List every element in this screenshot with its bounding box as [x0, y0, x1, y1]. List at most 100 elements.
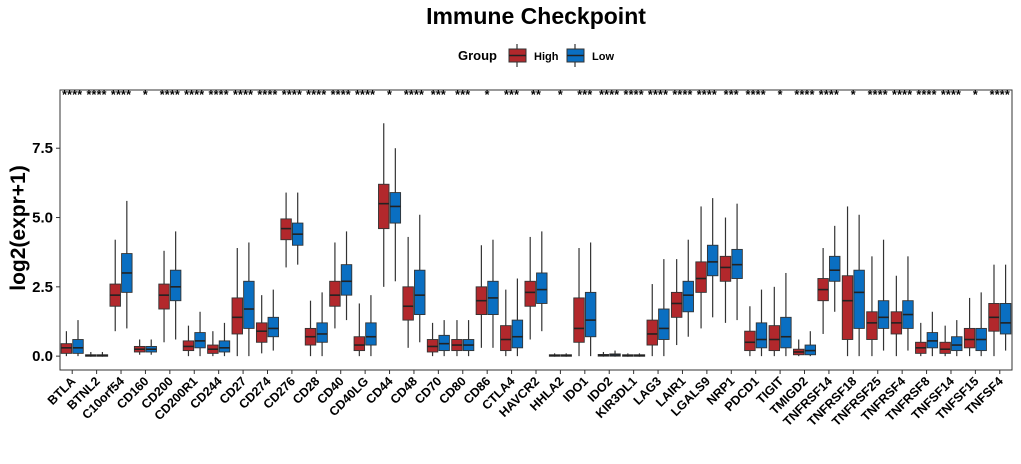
- box-body: [682, 280, 694, 313]
- box-body: [511, 319, 524, 349]
- significance-label: ****: [990, 88, 1010, 102]
- box-low: [316, 292, 328, 357]
- significance-label: ****: [916, 88, 936, 102]
- box-body: [169, 269, 182, 302]
- box-high: [768, 286, 781, 357]
- legend-key-high: [508, 44, 527, 67]
- box-high: [817, 248, 829, 334]
- box-low: [121, 200, 133, 329]
- box-body: [316, 322, 328, 343]
- box-low: [536, 231, 548, 332]
- box-high: [866, 256, 878, 357]
- box-high: [695, 206, 707, 329]
- box-high: [793, 339, 805, 357]
- box-body: [719, 255, 732, 282]
- box-body: [866, 311, 878, 340]
- significance-label: ****: [62, 88, 82, 102]
- box-high: [719, 217, 732, 323]
- box-high: [451, 320, 463, 357]
- box-body: [755, 322, 768, 349]
- box-low: [243, 242, 255, 357]
- x-tick-label: CD80: [436, 374, 469, 407]
- box-low: [951, 320, 963, 357]
- box-body: [670, 291, 683, 318]
- box-low: [804, 331, 817, 357]
- box-high: [744, 306, 756, 357]
- box-body: [853, 269, 865, 329]
- box-low: [999, 264, 1012, 351]
- y-tick-label: 0.0: [32, 348, 53, 365]
- significance-label: *: [778, 88, 783, 102]
- box-low: [658, 259, 670, 357]
- box-high: [500, 289, 512, 357]
- box-body: [744, 330, 756, 352]
- x-tick-label: IDO1: [560, 374, 591, 405]
- box-high: [597, 351, 610, 357]
- box-low: [194, 311, 206, 357]
- box-body: [72, 339, 84, 354]
- box-high: [939, 325, 951, 357]
- significance-label: *: [143, 88, 148, 102]
- significance-label: ****: [697, 88, 717, 102]
- legend-label-high: High: [534, 51, 559, 63]
- box-body: [267, 316, 279, 338]
- box-low: [853, 214, 865, 357]
- significance-label: ***: [504, 88, 519, 102]
- significance-label: ***: [577, 88, 592, 102]
- significance-label: ****: [819, 88, 839, 102]
- box-body: [584, 291, 597, 338]
- box-body: [695, 261, 707, 293]
- significance-label: ****: [306, 88, 326, 102]
- box-body: [365, 322, 377, 346]
- significance-label: *: [558, 88, 563, 102]
- box-low: [72, 320, 84, 357]
- significance-label: ****: [624, 88, 644, 102]
- box-high: [158, 250, 170, 343]
- significance-label: ****: [648, 88, 668, 102]
- box-high: [255, 295, 268, 354]
- box-low: [902, 256, 914, 351]
- x-tick-label: CD70: [412, 374, 445, 407]
- y-tick-label: 7.5: [32, 140, 53, 157]
- box-high: [646, 284, 658, 357]
- box-high: [915, 322, 927, 357]
- box-low: [731, 203, 743, 321]
- significance-label: ****: [257, 88, 277, 102]
- box-low: [438, 320, 450, 357]
- significance-label: ****: [672, 88, 692, 102]
- box-low: [755, 289, 768, 357]
- box-body: [706, 244, 719, 277]
- box-high: [573, 248, 585, 357]
- box-high: [402, 236, 414, 348]
- box-high: [207, 331, 219, 357]
- significance-label: ***: [455, 88, 470, 102]
- box-low: [682, 239, 694, 337]
- significance-label: ****: [404, 88, 424, 102]
- box-body: [829, 255, 841, 282]
- box-body: [402, 286, 414, 321]
- box-high: [109, 239, 121, 332]
- significance-label: ****: [892, 88, 912, 102]
- box-body: [658, 308, 670, 340]
- significance-label: *: [387, 88, 392, 102]
- box-low: [389, 148, 402, 282]
- box-body: [218, 340, 231, 353]
- box-low: [218, 322, 231, 357]
- box-high: [988, 264, 1000, 357]
- significance-label: ****: [209, 88, 229, 102]
- box-low: [414, 214, 426, 343]
- significance-label: ****: [331, 88, 351, 102]
- box-low: [829, 225, 841, 312]
- box-high: [182, 325, 195, 357]
- box-high: [280, 192, 292, 268]
- significance-label: ****: [941, 88, 961, 102]
- box-body: [999, 303, 1012, 335]
- x-tick-label: CD48: [388, 374, 421, 407]
- box-low: [462, 320, 475, 357]
- box-low: [291, 192, 304, 265]
- significance-label: ****: [86, 88, 106, 102]
- box-body: [378, 183, 390, 230]
- box-high: [622, 353, 634, 357]
- box-low: [169, 231, 182, 340]
